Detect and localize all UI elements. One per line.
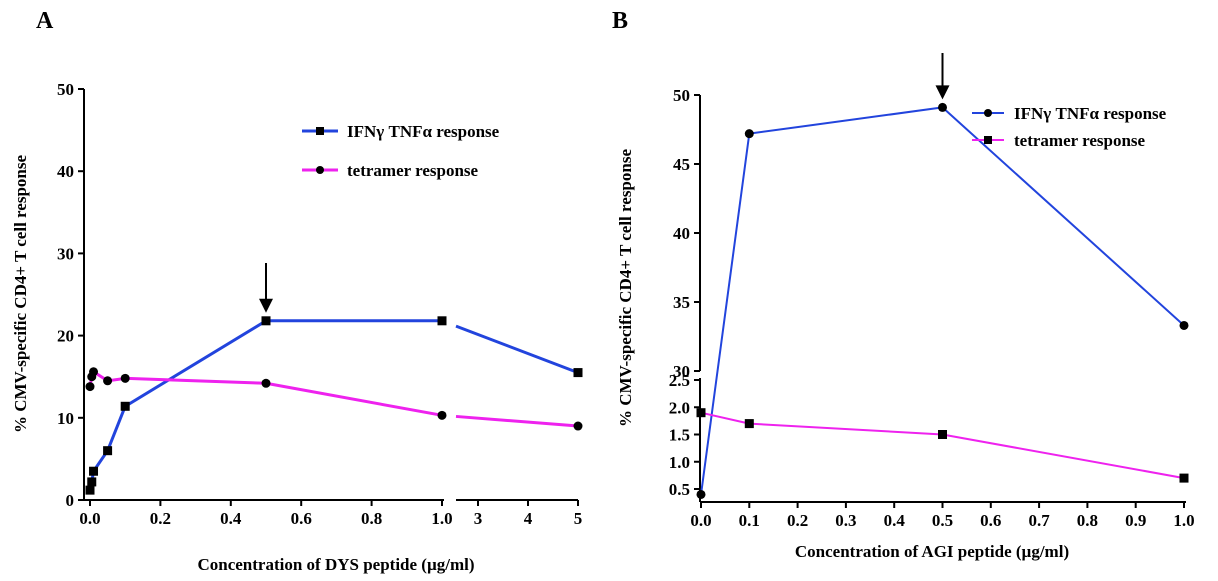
panel-a-series-0-point: [103, 446, 113, 456]
legend-b-magenta-marker: [984, 136, 992, 144]
panel-a: A % CMV-specific CD4+ T cell response Co…: [11, 8, 583, 574]
panel-b-xtick-label: 0.3: [835, 511, 856, 530]
panel-b-xtick-label: 0.8: [1077, 511, 1098, 530]
panel-a-xtick-label: 0.6: [291, 509, 312, 528]
panel-b-xtick-label: 0.0: [690, 511, 711, 530]
panel-b-series: [696, 53, 1189, 499]
panel-a-axes: 0 10 20 30 40 50 0.0 0.2 0.4 0.6 0.8 1.0 3 4 5: [57, 80, 582, 528]
panel-a-legend: IFNγ TNFα response tetramer response: [302, 122, 500, 180]
panel-b-series-1-line: [700, 411, 1185, 480]
panel-b-xtick-label: 0.9: [1125, 511, 1146, 530]
panel-b-ytick-label: 35: [673, 293, 690, 312]
panel-b-ytick-label: 2.5: [669, 371, 690, 390]
panel-a-ytick-label: 10: [57, 409, 74, 428]
legend-a-magenta-label: tetramer response: [347, 161, 479, 180]
panel-b-xtick-label: 1.0: [1173, 511, 1194, 530]
panel-b-xtick-label: 0.4: [884, 511, 906, 530]
panel-a-ytick-label: 30: [57, 244, 74, 263]
legend-a-blue-label: IFNγ TNFα response: [347, 122, 500, 141]
panel-b-series-0-line: [700, 106, 1185, 495]
panel-b-xtick-label: 0.6: [980, 511, 1001, 530]
legend-a-magenta-marker: [316, 166, 324, 174]
panel-b-ytick-label: 50: [673, 86, 690, 105]
panel-a-arrow-head: [259, 298, 273, 313]
panel-a-xtick-label: 4: [524, 509, 533, 528]
panel-b-xtick-label: 0.5: [932, 511, 953, 530]
panel-b-ytick-label: 30: [673, 362, 690, 381]
panel-a-series: [85, 263, 583, 495]
panel-a-series-0-line-right: [455, 324, 579, 374]
panel-b-series-1-point: [696, 408, 706, 418]
panel-a-xtick-label: 0.8: [361, 509, 382, 528]
panel-a-series-0-point: [85, 485, 95, 495]
panel-a-series-0-point: [573, 368, 583, 378]
panel-a-series-0-point: [261, 316, 271, 326]
panel-a-series-0-point: [87, 477, 97, 487]
panel-b-ytick-label: 1.0: [669, 453, 690, 472]
panel-b-series-0-point: [696, 489, 706, 499]
panel-a-xtick-label: 0.4: [220, 509, 242, 528]
panel-b-series-0-point: [1179, 320, 1189, 330]
panel-a-series-0-point: [437, 316, 447, 326]
panel-b-legend: IFNγ TNFα response tetramer response: [972, 104, 1167, 150]
panel-b-xtick-label: 0.7: [1028, 511, 1050, 530]
panel-b-series-0-point: [744, 129, 754, 139]
panel-a-xtick-label: 0.2: [150, 509, 171, 528]
panel-b-ytick-label: 0.5: [669, 480, 690, 499]
panel-b-axes: 30 35 40 45 50 0.5 1.0 1.5 2.0 2.5 0.0 0.1 0.2 0.3 0.4…: [669, 86, 1195, 530]
panel-a-series-1-point: [573, 421, 583, 431]
panel-a-series-1-point: [85, 382, 95, 392]
panel-a-series-1-line-right: [455, 414, 579, 428]
panel-b-ylabel: % CMV-specific CD4+ T cell response: [616, 149, 635, 427]
panel-b-xlabel: Concentration of AGI peptide (µg/ml): [795, 542, 1069, 561]
legend-a-blue-marker: [316, 127, 324, 135]
panel-b-series-1-point: [938, 430, 947, 439]
panel-b-arrow-head: [935, 85, 950, 100]
panel-b: B % CMV-specific CD4+ T cell response Co…: [612, 8, 1195, 561]
panel-b-xtick-label: 0.1: [739, 511, 760, 530]
legend-b-blue-label: IFNγ TNFα response: [1014, 104, 1167, 123]
panel-b-series-1-point: [1179, 473, 1189, 483]
panel-b-ytick-label: 1.5: [669, 426, 690, 445]
panel-a-series-1-point: [437, 410, 447, 420]
panel-a-ytick-label: 50: [57, 80, 74, 99]
panel-a-series-1-point: [261, 378, 271, 388]
panel-a-ytick-label: 0: [66, 491, 75, 510]
panel-a-xlabel: Concentration of DYS peptide (µg/ml): [197, 555, 474, 574]
panel-b-series-0-point: [938, 102, 947, 112]
panel-a-series-1-point: [120, 373, 130, 383]
panel-a-ylabel: % CMV-specific CD4+ T cell response: [11, 155, 30, 433]
panel-a-xtick-label: 1.0: [431, 509, 452, 528]
panel-b-series-1-point: [744, 419, 754, 429]
panel-a-series-1-point: [89, 367, 99, 377]
panel-b-label: B: [612, 8, 628, 34]
panel-a-ytick-label: 40: [57, 162, 74, 181]
legend-b-blue-marker: [984, 109, 992, 117]
panel-a-series-1-line-left: [88, 370, 445, 417]
panel-a-series-0-point: [120, 401, 130, 411]
panel-b-xtick-label: 0.2: [787, 511, 808, 530]
panel-a-xtick-label: 0.0: [79, 509, 100, 528]
panel-b-ytick-label: 45: [673, 155, 690, 174]
panel-b-ytick-label: 2.0: [669, 398, 690, 417]
legend-b-magenta-label: tetramer response: [1014, 131, 1146, 150]
panel-a-label: A: [36, 8, 54, 34]
panel-a-series-0-point: [89, 466, 99, 476]
panel-a-ytick-label: 20: [57, 327, 74, 346]
panel-a-xtick-label: 5: [574, 509, 583, 528]
panel-a-series-1-point: [103, 376, 113, 386]
panel-b-ytick-label: 40: [673, 224, 690, 243]
panel-a-xtick-label: 3: [474, 509, 483, 528]
